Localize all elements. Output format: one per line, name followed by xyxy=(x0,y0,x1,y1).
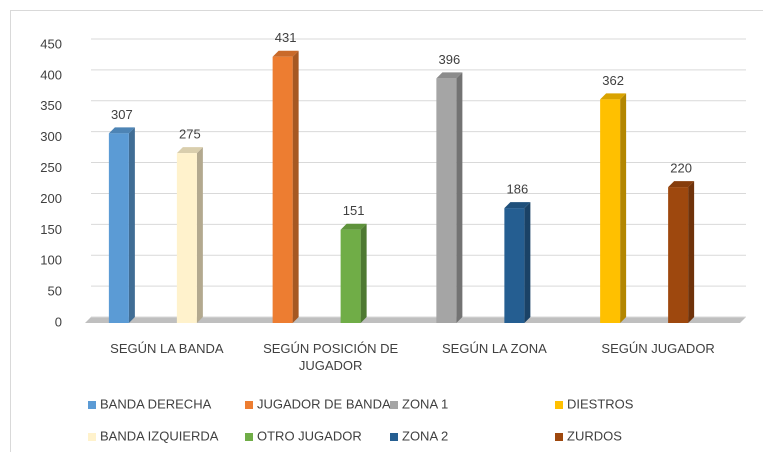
legend-label: ZONA 1 xyxy=(402,396,448,411)
x-tick-label: SEGÚN JUGADOR xyxy=(601,341,715,356)
bar xyxy=(504,208,525,323)
bar-top xyxy=(436,72,463,79)
y-tick-label: 0 xyxy=(55,314,62,329)
chart-border xyxy=(10,10,763,452)
y-tick-label: 300 xyxy=(40,129,62,144)
floor xyxy=(85,317,746,323)
y-tick-label: 100 xyxy=(40,253,62,268)
legend-swatch xyxy=(390,433,398,441)
x-tick-label: SEGÚN POSICIÓN DE JUGADOR xyxy=(263,341,399,373)
bar-top xyxy=(176,147,203,154)
y-tick-label: 50 xyxy=(48,284,62,299)
bar-side xyxy=(620,93,627,323)
data-label: 275 xyxy=(179,127,201,142)
bar-side xyxy=(456,72,463,323)
legend-swatch xyxy=(390,401,398,409)
legend-swatch xyxy=(245,401,253,409)
bar-top xyxy=(108,127,135,134)
data-label: 362 xyxy=(602,73,624,88)
y-tick-label: 350 xyxy=(40,98,62,113)
y-tick-label: 250 xyxy=(40,160,62,175)
legend-label: BANDA IZQUIERDA xyxy=(100,428,219,443)
legend-swatch xyxy=(88,401,96,409)
legend-label: OTRO JUGADOR xyxy=(257,428,362,443)
data-label: 396 xyxy=(439,52,461,67)
bar-top xyxy=(272,50,299,57)
legend-label: DIESTROS xyxy=(567,396,634,411)
bar-top xyxy=(504,202,531,209)
y-tick-label: 450 xyxy=(40,36,62,51)
legend-swatch xyxy=(555,401,563,409)
bar-side xyxy=(524,202,531,323)
x-tick-label: SEGÚN LA ZONA xyxy=(442,341,547,356)
legend-swatch xyxy=(555,433,563,441)
legend-label: ZONA 2 xyxy=(402,428,448,443)
bar xyxy=(272,56,293,323)
bar xyxy=(668,187,689,323)
legend-swatch xyxy=(245,433,253,441)
y-tick-label: 150 xyxy=(40,222,62,237)
x-tick-label: SEGÚN LA BANDA xyxy=(110,341,224,356)
data-label: 151 xyxy=(343,203,365,218)
bar-side xyxy=(292,50,299,323)
bar-top xyxy=(340,223,367,230)
data-label: 186 xyxy=(507,182,529,197)
y-tick-label: 400 xyxy=(40,67,62,82)
legend-swatch xyxy=(88,433,96,441)
bar-side xyxy=(360,223,367,323)
bar xyxy=(108,133,129,323)
data-label: 307 xyxy=(111,107,133,122)
bar xyxy=(436,78,457,323)
bar-side xyxy=(196,147,203,323)
bar-top xyxy=(668,181,695,188)
y-tick-label: 200 xyxy=(40,191,62,206)
data-label: 431 xyxy=(275,30,297,45)
data-label: 220 xyxy=(670,161,692,176)
bar xyxy=(340,229,361,323)
legend-label: JUGADOR DE BANDA xyxy=(257,396,391,411)
bar-side xyxy=(128,127,135,323)
bar-side xyxy=(688,181,695,323)
bar-top xyxy=(600,93,627,100)
bar xyxy=(176,153,197,323)
legend-label: BANDA DERECHA xyxy=(100,396,212,411)
bar xyxy=(600,99,621,323)
legend-label: ZURDOS xyxy=(567,428,622,443)
